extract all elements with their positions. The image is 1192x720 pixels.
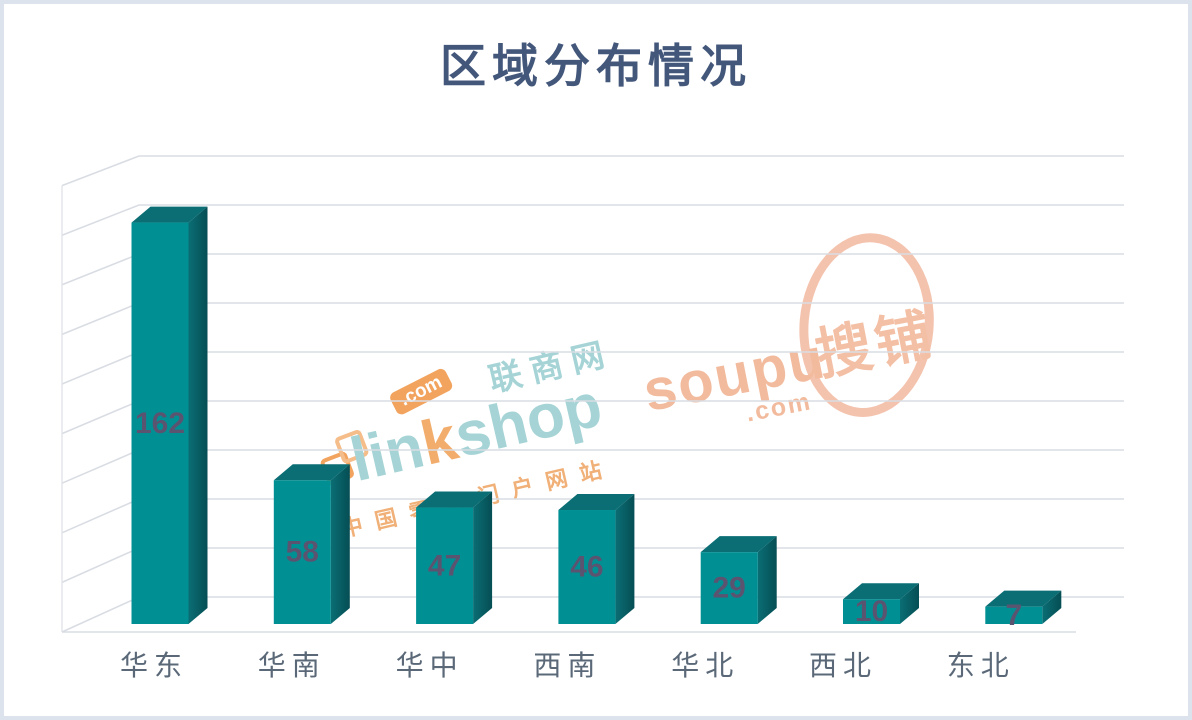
gridline [61, 400, 1124, 435]
value-label: 46 [570, 551, 603, 584]
category-label: 东北 [947, 650, 1015, 681]
category-label: 西北 [809, 650, 877, 681]
bar-front-face [700, 552, 758, 624]
gridline [61, 351, 1124, 385]
bar-front-face [416, 507, 474, 624]
category-label: 华南 [258, 650, 326, 681]
bar-side-face [473, 491, 493, 624]
chart-title: 区域分布情况 [440, 40, 752, 92]
bar-top-face [700, 536, 777, 553]
value-label: 162 [135, 407, 185, 440]
bar-front-face [131, 222, 189, 624]
category-label: 华北 [671, 650, 739, 681]
bar-side-face [1042, 590, 1062, 624]
bar-front-face [558, 510, 616, 624]
value-label: 58 [286, 536, 319, 569]
gridline [61, 449, 1124, 484]
bar-chart-3d: 162 华东 58 华南 47 华中 46 西南 29 华北 10 西北 7 东北 [61, 155, 1124, 681]
bar-front-face [843, 599, 900, 624]
gridline [61, 155, 1124, 187]
bar-side-face [615, 494, 635, 624]
bar-top-face [416, 491, 493, 508]
bar-side-face [330, 464, 350, 624]
bar-top-face [985, 590, 1062, 607]
category-label: 华中 [396, 650, 464, 681]
bar-top-face [843, 583, 919, 600]
value-label: 47 [428, 549, 461, 582]
bar-side-face [188, 206, 208, 624]
gridline [61, 302, 1124, 336]
category-label: 华东 [120, 650, 188, 681]
gridline [61, 204, 1124, 236]
bar-top-face [131, 206, 208, 223]
bar-front-face [273, 480, 331, 624]
bar-side-face [900, 583, 919, 624]
gridline [61, 253, 1124, 286]
bar-top-face [273, 464, 350, 481]
value-label: 7 [1005, 599, 1022, 632]
category-label: 西南 [533, 650, 601, 681]
bar-front-face [985, 606, 1043, 624]
bar-top-face [558, 494, 635, 511]
value-label: 29 [713, 572, 746, 605]
value-label: 10 [855, 595, 888, 628]
bar-side-face [757, 536, 777, 624]
